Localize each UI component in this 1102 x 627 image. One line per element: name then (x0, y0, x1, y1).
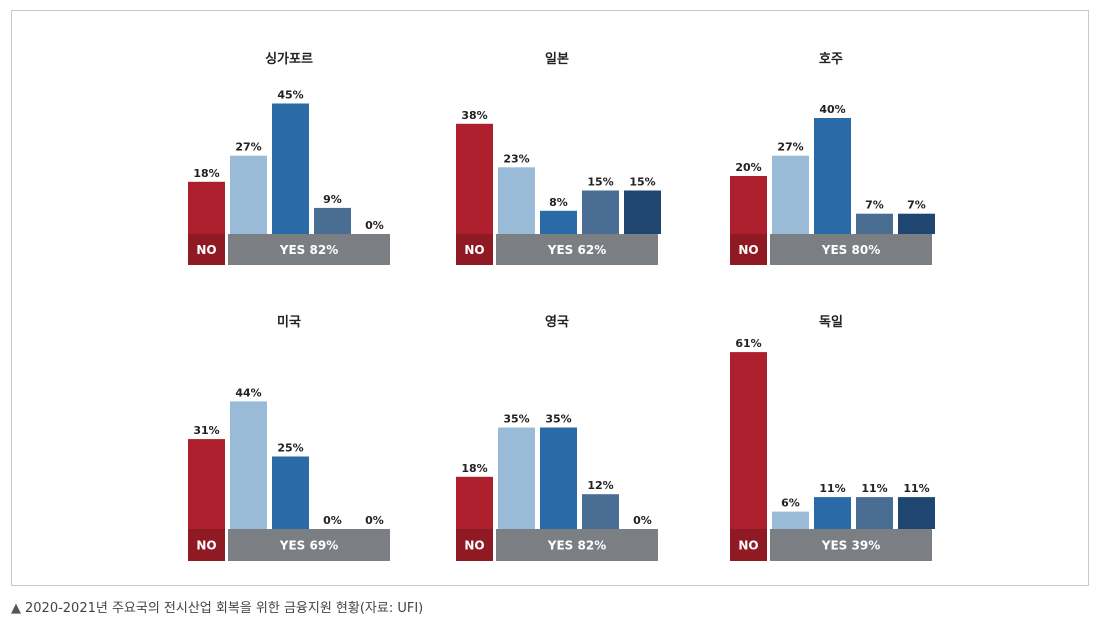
no-band-label: NO (196, 539, 216, 553)
value-label: 7% (907, 199, 926, 212)
value-label: 35% (545, 413, 571, 426)
bar-yes-1 (772, 155, 809, 234)
no-band (188, 529, 225, 561)
value-label: 15% (587, 176, 613, 189)
value-label: 0% (323, 514, 342, 527)
yes-band (770, 529, 932, 561)
value-label: 12% (587, 479, 613, 492)
bar-yes-1 (498, 167, 535, 234)
value-label: 15% (629, 176, 655, 189)
yes-band (228, 529, 390, 561)
yes-band (228, 234, 390, 265)
yes-band-label: YES 82% (547, 539, 606, 553)
value-label: 18% (461, 462, 487, 475)
value-label: 11% (861, 482, 887, 495)
value-label: 35% (503, 413, 529, 426)
bar-yes-3 (856, 497, 893, 529)
value-label: 6% (781, 497, 800, 510)
no-band (730, 529, 767, 561)
no-band (188, 234, 225, 265)
no-band (456, 529, 493, 561)
yes-band-label: YES 80% (821, 243, 880, 257)
bar-no (456, 123, 493, 234)
no-band-label: NO (738, 539, 758, 553)
bar-yes-1 (498, 427, 535, 529)
bar-no (188, 439, 225, 529)
value-label: 8% (549, 196, 568, 209)
bar-yes-1 (772, 511, 809, 529)
chart-title: 영국 (545, 315, 569, 330)
yes-band (770, 234, 932, 265)
caption-text: 2020-2021년 주요국의 전시산업 회복을 위한 금융지원 현황(자료: … (25, 601, 424, 616)
chart-title: 호주 (819, 52, 843, 67)
bar-yes-3 (856, 213, 893, 234)
yes-band-label: YES 69% (279, 539, 338, 553)
value-label: 61% (735, 337, 761, 350)
value-label: 25% (277, 442, 303, 455)
bar-yes-3 (582, 494, 619, 529)
value-label: 31% (193, 424, 219, 437)
no-band (456, 234, 493, 265)
bar-yes-4 (624, 190, 661, 234)
value-label: 11% (903, 482, 929, 495)
value-label: 27% (777, 141, 803, 154)
bar-no (456, 476, 493, 529)
yes-band (496, 234, 658, 265)
value-label: 27% (235, 141, 261, 154)
bar-yes-3 (314, 207, 351, 234)
value-label: 44% (235, 386, 261, 399)
bar-yes-1 (230, 155, 267, 234)
chart-title: 독일 (819, 315, 843, 330)
bar-yes-2 (540, 427, 577, 529)
no-band-label: NO (464, 243, 484, 257)
no-band-label: NO (464, 539, 484, 553)
value-label: 9% (323, 193, 342, 206)
value-label: 18% (193, 167, 219, 180)
value-label: 0% (633, 514, 652, 527)
triangle-icon: ▲ (11, 601, 21, 616)
yes-band-label: YES 82% (279, 243, 338, 257)
bar-no (188, 181, 225, 234)
bar-charts-grid: 싱가포르 18% 27% 45% 9% 0% NO YES 82% 일본 38% 23% 8% 15% 1… (188, 52, 935, 561)
bar-yes-3 (582, 190, 619, 234)
bar-yes-2 (814, 497, 851, 529)
value-label: 40% (819, 103, 845, 116)
chart-title: 싱가포르 (265, 52, 313, 67)
value-label: 23% (503, 152, 529, 165)
bar-no (730, 352, 767, 529)
bar-yes-1 (230, 401, 267, 529)
bar-no (730, 176, 767, 234)
yes-band-label: YES 39% (821, 539, 880, 553)
yes-band-label: YES 62% (547, 243, 606, 257)
figure-caption: ▲ 2020-2021년 주요국의 전시산업 회복을 위한 금융지원 현황(자료:… (11, 597, 423, 616)
chart-title: 일본 (545, 52, 569, 67)
bar-yes-2 (814, 118, 851, 234)
bar-yes-4 (898, 213, 935, 234)
value-label: 45% (277, 89, 303, 102)
value-label: 38% (461, 109, 487, 122)
value-label: 7% (865, 199, 884, 212)
value-label: 20% (735, 161, 761, 174)
yes-band (496, 529, 658, 561)
chart-title: 미국 (277, 314, 301, 330)
bar-yes-2 (272, 103, 309, 234)
no-band-label: NO (738, 243, 758, 257)
no-band-label: NO (196, 243, 216, 257)
bar-yes-2 (272, 456, 309, 529)
value-label: 11% (819, 482, 845, 495)
bar-yes-2 (540, 210, 577, 234)
no-band (730, 234, 767, 265)
value-label: 0% (365, 514, 384, 527)
bar-yes-4 (898, 497, 935, 529)
value-label: 0% (365, 219, 384, 232)
